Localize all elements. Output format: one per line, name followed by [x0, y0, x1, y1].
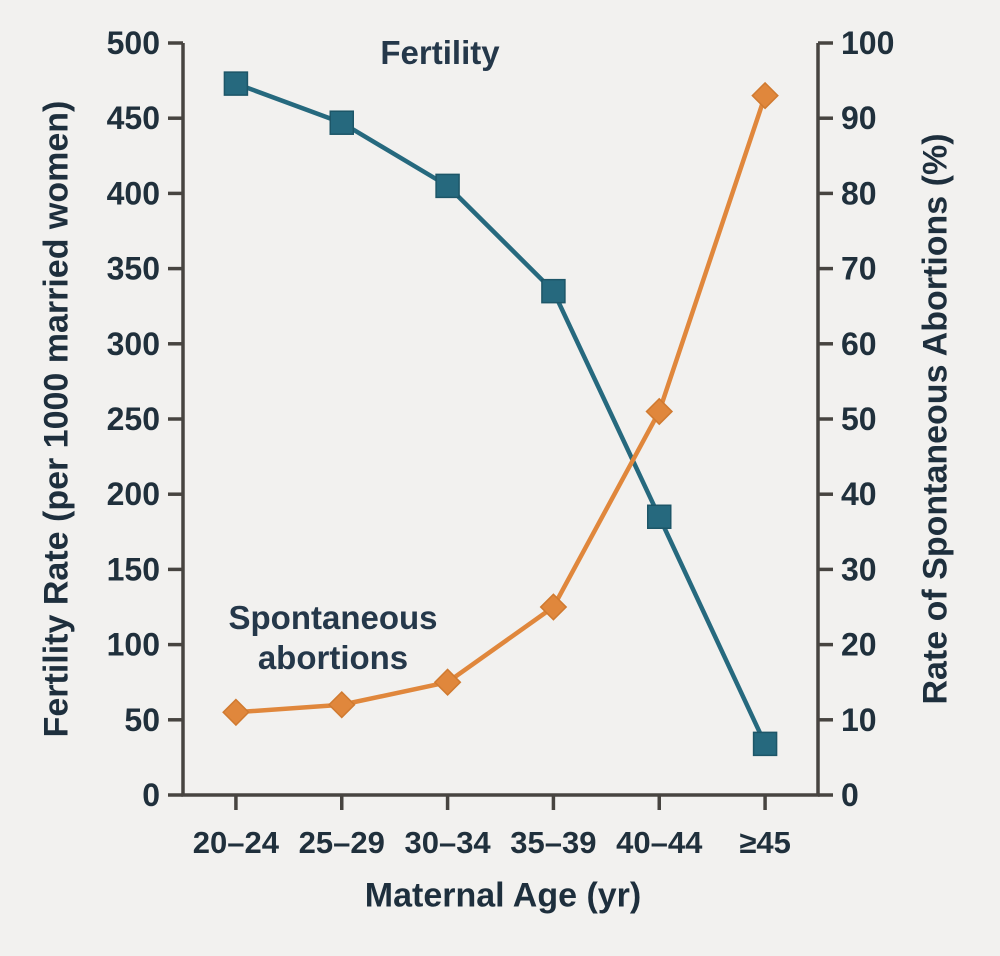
- y-right-tick-label: 20: [841, 627, 877, 663]
- y-left-tick-label: 400: [107, 175, 160, 211]
- abortion-point: [645, 397, 674, 426]
- y-right-tick-label: 80: [841, 175, 877, 211]
- y-right-tick-label: 10: [841, 702, 877, 738]
- y-left-tick-label: 300: [107, 326, 160, 362]
- fertility-point: [752, 731, 778, 757]
- y-left-tick-label: 200: [107, 476, 160, 512]
- y-right-tick-label: 40: [841, 476, 877, 512]
- fertility-line: [233, 81, 768, 747]
- y-left-tick-label: 0: [142, 777, 160, 813]
- abortions-line: [233, 93, 768, 715]
- abortion-point: [327, 690, 356, 719]
- y-right-tick-label: 0: [841, 777, 859, 813]
- abortion-point: [751, 81, 779, 110]
- y-left-tick-label: 50: [124, 702, 160, 738]
- x-axis-title: Maternal Age (yr): [364, 876, 642, 915]
- left-axis-title: Fertility Rate (per 1000 married women): [37, 100, 76, 738]
- abortion-point: [433, 668, 462, 696]
- y-left-tick-label: 150: [107, 551, 160, 587]
- y-left-tick-label: 350: [107, 251, 160, 287]
- x-tick-label: 20–24: [193, 825, 280, 860]
- abortion-point: [222, 698, 250, 727]
- fertility-point: [435, 173, 460, 199]
- y-left-tick-label: 450: [107, 100, 160, 136]
- fertility-series-label: Fertility: [380, 34, 500, 71]
- y-left-tick-label: 500: [107, 25, 160, 61]
- x-tick-label: 35–39: [510, 825, 596, 860]
- fertility-point: [647, 504, 672, 530]
- y-right-tick-label: 70: [841, 251, 877, 287]
- fertility-point: [541, 278, 566, 304]
- y-right-tick-label: 90: [841, 100, 877, 136]
- x-tick-label: ≥45: [739, 825, 791, 860]
- x-tick-label: 25–29: [299, 825, 385, 860]
- y-right-tick-label: 30: [841, 551, 877, 587]
- x-tick-label: 30–34: [404, 825, 491, 860]
- fertility-point: [223, 71, 249, 96]
- spontaneous-abortions-label-line1: Spontaneous: [228, 599, 438, 636]
- y-right-tick-label: 50: [841, 401, 877, 437]
- y-right-tick-label: 100: [841, 25, 894, 61]
- y-left-tick-label: 250: [107, 401, 160, 437]
- fertility-point: [329, 110, 354, 135]
- spontaneous-abortions-label-line2: abortions: [257, 639, 409, 676]
- spontaneous-abortions-series-label: Spontaneous abortions: [228, 598, 437, 678]
- abortion-point: [539, 593, 568, 621]
- y-left-tick-label: 100: [107, 627, 160, 663]
- x-tick-label: 40–44: [616, 825, 703, 860]
- right-axis-title: Rate of Spontaneous Abortions (%): [916, 133, 955, 705]
- y-right-tick-label: 60: [841, 326, 877, 362]
